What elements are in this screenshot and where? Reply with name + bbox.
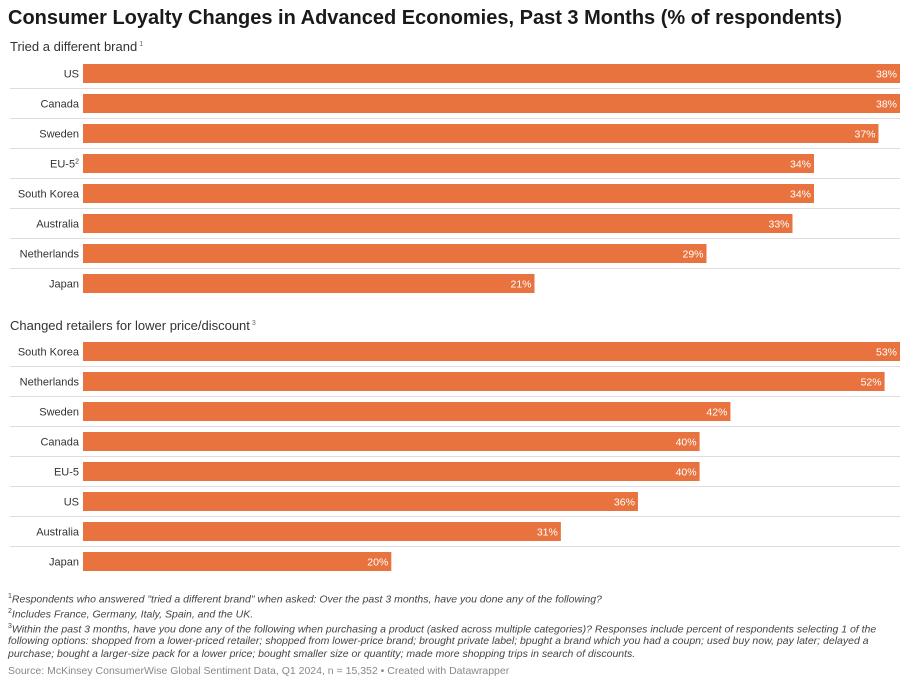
bar-us xyxy=(83,64,900,83)
category-label-south-korea: South Korea xyxy=(18,347,80,359)
category-label-canada: Canada xyxy=(40,437,79,449)
footnote-1-text: Respondents who answered "tried a differ… xyxy=(11,593,602,606)
footnote-2-text: Includes France, Germany, Italy, Spain, … xyxy=(11,608,254,621)
bar-south-korea xyxy=(83,184,814,203)
panel-2-title-text: Changed retailers for lower price/discou… xyxy=(10,318,250,333)
value-label-sweden: 42% xyxy=(706,407,727,419)
panel-2-footnote-mark: 3 xyxy=(251,319,256,327)
panel-2-title: Changed retailers for lower price/discou… xyxy=(10,318,256,333)
category-footnote-mark: 2 xyxy=(75,159,79,166)
footnote-3-mark: 3 xyxy=(8,622,12,630)
category-label-south-korea: South Korea xyxy=(18,189,80,201)
bar-us xyxy=(83,492,638,511)
value-label-netherlands: 52% xyxy=(861,377,882,389)
category-label-canada: Canada xyxy=(40,99,79,111)
bar-sweden xyxy=(83,124,879,143)
bar-canada xyxy=(83,432,700,451)
bar-chart-changed-retailers: South Korea 53% Netherlands 52% Sweden 42% Can… xyxy=(10,342,900,571)
value-label-canada: 38% xyxy=(876,99,897,111)
bar-sweden xyxy=(83,402,731,421)
bar-japan xyxy=(83,552,392,571)
value-label-us: 38% xyxy=(876,69,897,81)
value-label-eu-5: 34% xyxy=(790,159,811,171)
bar-eu-5 xyxy=(83,154,814,173)
category-label-us: US xyxy=(64,69,79,81)
value-label-australia: 31% xyxy=(537,527,558,539)
category-label-sweden: Sweden xyxy=(39,407,79,419)
bar-netherlands xyxy=(83,372,885,391)
value-label-us: 36% xyxy=(614,497,635,509)
category-label-japan: Japan xyxy=(49,557,79,569)
panel-1-footnote-mark: 1 xyxy=(139,40,144,48)
value-label-australia: 33% xyxy=(768,219,789,231)
chart-title: Consumer Loyalty Changes in Advanced Eco… xyxy=(8,7,842,29)
value-label-netherlands: 29% xyxy=(682,249,703,261)
value-label-japan: 21% xyxy=(510,279,531,291)
source-credit: Source: McKinsey ConsumerWise Global Sen… xyxy=(8,665,510,677)
bar-australia xyxy=(83,522,561,541)
category-label-eu-5: EU-5 xyxy=(54,467,79,479)
bar-australia xyxy=(83,214,793,233)
value-label-canada: 40% xyxy=(676,437,697,449)
bar-south-korea xyxy=(83,342,900,361)
footnote-1: 1Respondents who answered "tried a diffe… xyxy=(8,591,906,606)
bar-netherlands xyxy=(83,244,707,263)
bar-canada xyxy=(83,94,900,113)
value-label-eu-5: 40% xyxy=(676,467,697,479)
category-label-sweden: Sweden xyxy=(39,129,79,141)
value-label-sweden: 37% xyxy=(854,129,875,141)
bar-japan xyxy=(83,274,535,293)
category-label-australia: Australia xyxy=(36,527,80,539)
category-label-us: US xyxy=(64,497,79,509)
footnotes: 1Respondents who answered "tried a diffe… xyxy=(8,591,906,660)
footnote-2-mark: 2 xyxy=(8,607,12,615)
category-label-australia: Australia xyxy=(36,219,80,231)
footnote-3-text: Within the past 3 months, have you done … xyxy=(8,623,877,660)
footnote-3: 3Within the past 3 months, have you done… xyxy=(8,621,906,660)
footnote-1-mark: 1 xyxy=(8,593,12,600)
panel-1-title: Tried a different brand 1 xyxy=(10,39,143,54)
category-label-japan: Japan xyxy=(49,279,79,291)
category-label-netherlands: Netherlands xyxy=(20,249,80,261)
category-label-eu-5: EU-52 xyxy=(50,159,79,171)
category-label-netherlands: Netherlands xyxy=(20,377,80,389)
value-label-japan: 20% xyxy=(367,557,388,569)
footnote-2: 2Includes France, Germany, Italy, Spain,… xyxy=(8,606,906,621)
bar-eu-5 xyxy=(83,462,700,481)
panel-1-title-text: Tried a different brand xyxy=(10,39,138,54)
bar-chart-tried-brand: US 38% Canada 38% Sweden 37% EU-52 34% South Kor… xyxy=(10,64,900,293)
value-label-south-korea: 53% xyxy=(876,347,897,359)
value-label-south-korea: 34% xyxy=(790,189,811,201)
